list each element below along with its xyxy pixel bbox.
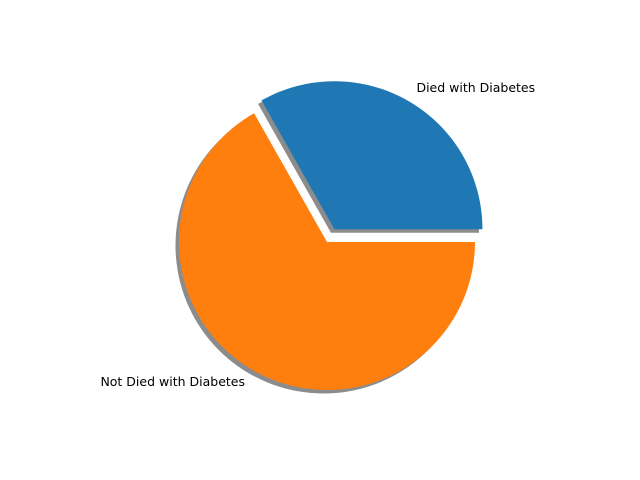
slice-layer bbox=[179, 81, 483, 391]
pie-label-not-died-with-diabetes: Not Died with Diabetes bbox=[100, 374, 245, 389]
label-layer: Died with Diabetes Not Died with Diabetes bbox=[100, 80, 535, 389]
pie-label-died-with-diabetes: Died with Diabetes bbox=[416, 80, 535, 95]
pie-slice-died-with-diabetes bbox=[261, 81, 483, 230]
pie-slice-not-died-with-diabetes bbox=[179, 113, 475, 391]
